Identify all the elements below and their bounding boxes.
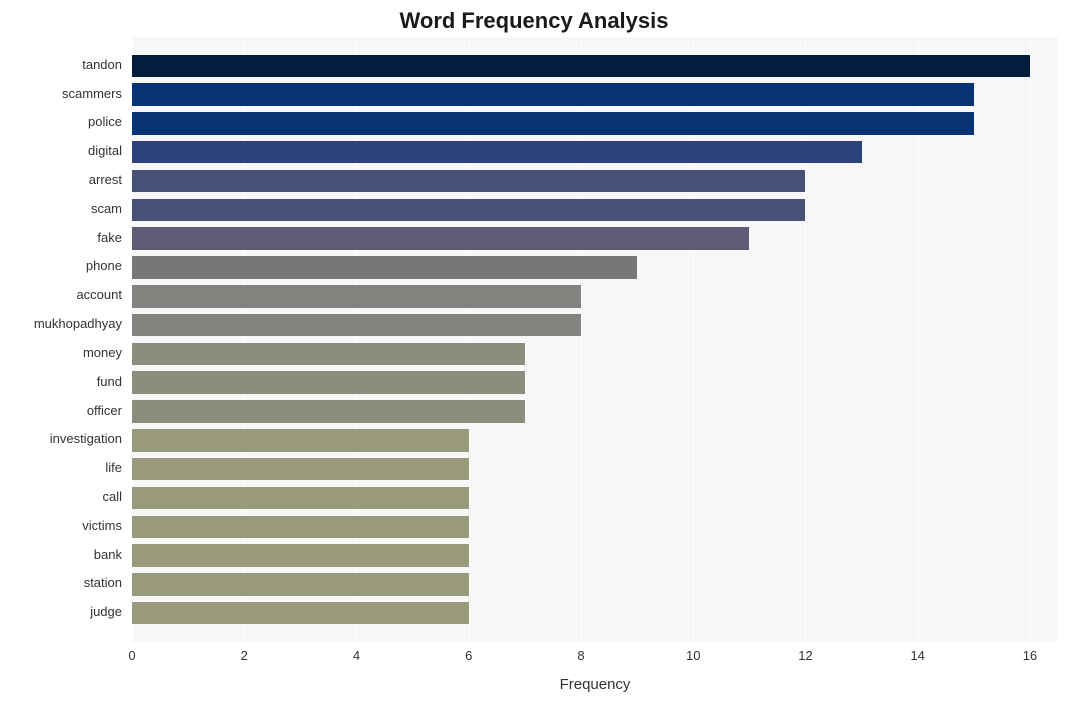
x-tick-label: 10 xyxy=(686,648,700,663)
chart-bar xyxy=(132,343,525,365)
chart-bar xyxy=(132,256,637,278)
chart-bar xyxy=(132,199,805,221)
y-tick-label: fake xyxy=(97,230,122,245)
chart-bar xyxy=(132,429,469,451)
y-tick-label: digital xyxy=(88,143,122,158)
y-tick-label: judge xyxy=(90,604,122,619)
x-tick-label: 12 xyxy=(798,648,812,663)
y-tick-label: fund xyxy=(97,374,122,389)
y-tick-label: phone xyxy=(86,258,122,273)
y-tick-label: money xyxy=(83,345,122,360)
y-tick-label: investigation xyxy=(50,431,122,446)
chart-bar xyxy=(132,458,469,480)
chart-bar xyxy=(132,573,469,595)
x-tick-label: 14 xyxy=(910,648,924,663)
y-tick-label: police xyxy=(88,114,122,129)
chart-bar xyxy=(132,371,525,393)
chart-bar xyxy=(132,487,469,509)
x-tick-label: 0 xyxy=(128,648,135,663)
x-tick-label: 8 xyxy=(577,648,584,663)
chart-bar xyxy=(132,55,1030,77)
chart-bar xyxy=(132,83,974,105)
chart-bar xyxy=(132,400,525,422)
chart-bar xyxy=(132,141,862,163)
chart-bar xyxy=(132,544,469,566)
x-axis-title: Frequency xyxy=(132,676,1058,693)
chart-bar xyxy=(132,112,974,134)
y-tick-label: bank xyxy=(94,547,122,562)
chart-bar xyxy=(132,314,581,336)
y-tick-label: account xyxy=(76,287,122,302)
chart-title: Word Frequency Analysis xyxy=(0,8,1068,34)
chart-bar xyxy=(132,516,469,538)
y-tick-label: scam xyxy=(91,201,122,216)
grid-line xyxy=(1030,37,1031,642)
y-tick-label: officer xyxy=(87,403,122,418)
chart-bar xyxy=(132,285,581,307)
y-tick-label: call xyxy=(102,489,122,504)
y-tick-label: station xyxy=(84,575,122,590)
chart-bar xyxy=(132,602,469,624)
x-tick-label: 16 xyxy=(1023,648,1037,663)
y-tick-label: mukhopadhyay xyxy=(34,316,122,331)
y-tick-label: life xyxy=(105,460,122,475)
x-tick-label: 4 xyxy=(353,648,360,663)
chart-bar xyxy=(132,170,805,192)
y-tick-label: arrest xyxy=(89,172,122,187)
x-tick-label: 6 xyxy=(465,648,472,663)
y-tick-label: tandon xyxy=(82,57,122,72)
x-tick-label: 2 xyxy=(241,648,248,663)
plot-area xyxy=(132,37,1058,642)
chart-bar xyxy=(132,227,749,249)
y-tick-label: scammers xyxy=(62,86,122,101)
y-tick-label: victims xyxy=(82,518,122,533)
word-frequency-chart: Word Frequency Analysis tandon scammers po… xyxy=(0,0,1068,701)
